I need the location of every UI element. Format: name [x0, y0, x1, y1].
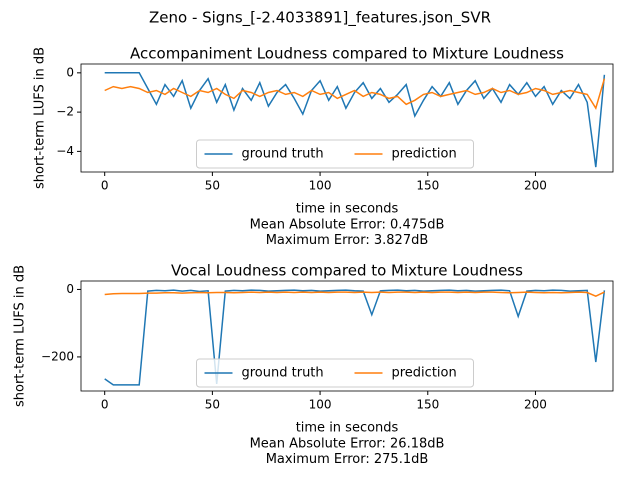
series-line: [104, 78, 606, 111]
y-axis-label: short-term LUFS in dB: [33, 47, 48, 189]
x-tick-label: 100: [309, 398, 332, 412]
x-tick-label: 50: [205, 179, 220, 193]
x-axis-label: time in seconds: [296, 421, 399, 436]
x-tick-label: 0: [101, 179, 109, 193]
series-line: [104, 72, 606, 168]
x-tick-label: 150: [416, 398, 439, 412]
legend-label: ground truth: [242, 147, 324, 162]
x-tick-label: 150: [416, 179, 439, 193]
legend-label: ground truth: [242, 366, 324, 381]
axes-frame: [80, 280, 614, 392]
x-tick-label: 0: [101, 398, 109, 412]
x-tick-label: 200: [524, 398, 547, 412]
y-tick-label: −200: [41, 349, 74, 363]
x-tick-label: 200: [524, 179, 547, 193]
legend-box: [196, 358, 474, 388]
axes-title: Accompaniment Loudness compared to Mixtu…: [130, 45, 564, 63]
y-tick-label: −4: [56, 144, 74, 158]
figure-title: Zeno - Signs_[-2.4033891]_features.json_…: [149, 9, 491, 28]
legend-box: [196, 139, 474, 169]
annotation: Mean Absolute Error: 26.18dB: [250, 437, 445, 452]
y-tick-label: 0: [66, 282, 74, 296]
y-tick-label: −2: [56, 105, 74, 119]
annotation: Maximum Error: 3.827dB: [266, 233, 429, 248]
axes-title: Vocal Loudness compared to Mixture Loudn…: [171, 262, 523, 280]
legend-label: prediction: [392, 147, 457, 162]
annotation: Mean Absolute Error: 0.475dB: [250, 218, 445, 233]
x-tick-label: 50: [205, 398, 220, 412]
legend-label: prediction: [392, 366, 457, 381]
y-axis-label: short-term LUFS in dB: [13, 265, 28, 407]
axes-frame: [80, 63, 614, 173]
x-axis-label: time in seconds: [296, 202, 399, 217]
series-line: [104, 291, 605, 298]
x-tick-label: 100: [309, 179, 332, 193]
series-line: [104, 289, 606, 386]
y-tick-label: 0: [66, 65, 74, 79]
annotation: Maximum Error: 275.1dB: [266, 452, 429, 467]
